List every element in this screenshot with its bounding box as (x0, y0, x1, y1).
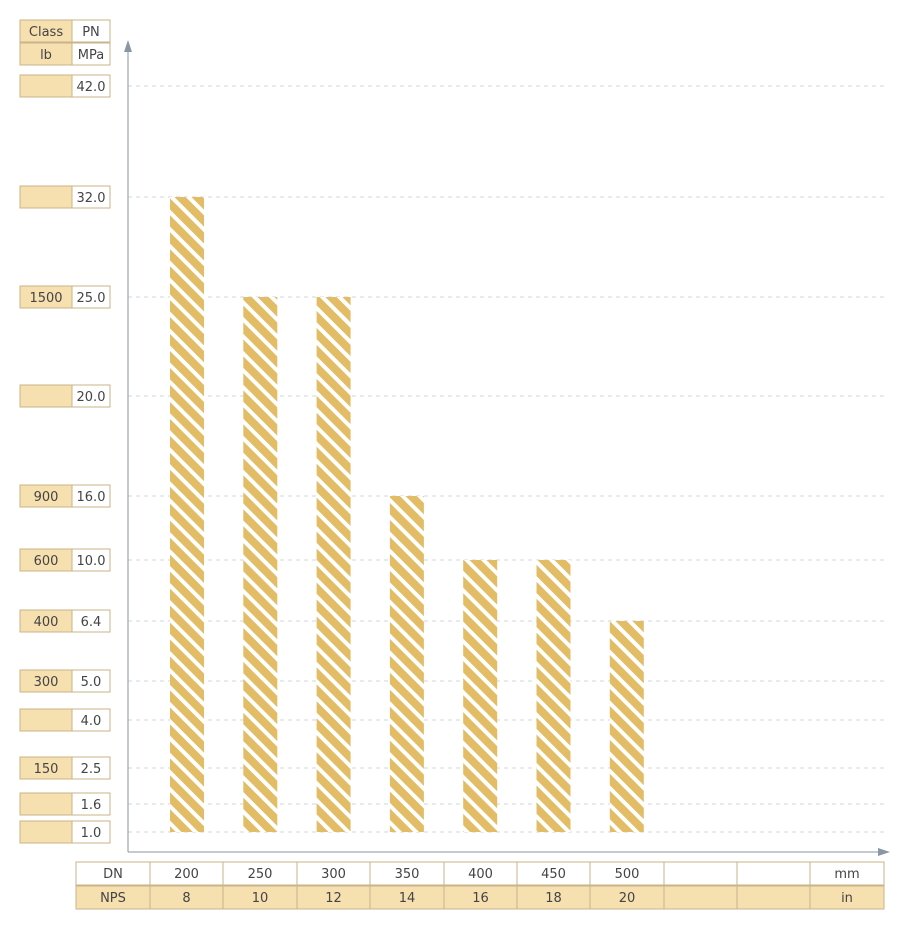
pn-header-label: PN (82, 25, 100, 40)
pn-cell (71, 669, 111, 693)
pn-cell (71, 185, 111, 209)
nps-value: 12 (325, 891, 342, 906)
class-label: 600 (34, 554, 59, 569)
class-label: 1500 (29, 291, 62, 306)
class-cell (19, 820, 73, 844)
bars (170, 197, 644, 832)
pn-label: 1.0 (81, 826, 102, 841)
class-label: 150 (34, 762, 59, 777)
dn-cell (663, 861, 738, 886)
pn-label: 6.4 (81, 615, 102, 630)
pn-label: 2.5 (81, 762, 102, 777)
bar-350 (389, 496, 424, 832)
class-header-label: Class (29, 25, 63, 40)
bar-300 (316, 297, 351, 832)
nps-cell (809, 885, 885, 910)
pn-label: 42.0 (77, 80, 106, 95)
nps-cell (736, 885, 811, 910)
y-axis-arrow-icon (124, 40, 132, 52)
nps-header-label: NPS (100, 891, 126, 906)
class-cell (19, 185, 73, 209)
x-axis-arrow-icon (878, 848, 890, 856)
class-cell (19, 792, 73, 816)
y-axis-labels: 42.0 32.0 1500 25.0 20.0 900 16.0 600 10.0 400 6.4… (19, 74, 111, 844)
dn-cell (809, 861, 885, 886)
dn-cell (736, 861, 811, 886)
pn-label: 5.0 (81, 675, 102, 690)
gridlines (128, 85, 884, 833)
pn-cell (71, 609, 111, 633)
class-cell (19, 384, 73, 408)
bar-400 (463, 560, 498, 832)
nps-value: 18 (545, 891, 562, 906)
bar-200 (170, 197, 204, 832)
pn-cell (71, 285, 111, 309)
nps-unit-label: in (841, 891, 853, 906)
pn-cell (71, 484, 111, 508)
dn-value: 450 (541, 867, 566, 882)
mpa-header-label: MPa (78, 48, 104, 63)
class-label: 900 (34, 490, 59, 505)
pn-header-cell (71, 19, 111, 43)
pn-cell (71, 384, 111, 408)
dn-header-label: DN (103, 867, 123, 882)
nps-value: 20 (619, 891, 636, 906)
pn-cell (71, 708, 111, 732)
y-header: Class PN lb MPa (19, 19, 111, 66)
class-cell (19, 708, 73, 732)
mpa-header-cell (71, 42, 111, 66)
pn-label: 1.6 (81, 798, 102, 813)
bar-450 (536, 560, 571, 832)
pn-label: 10.0 (77, 554, 106, 569)
class-cell (19, 74, 73, 98)
nps-value: 16 (472, 891, 489, 906)
x-table: DN 200 250 300 350 400 450 500 mm NPS 8 10 12 14 16 18 2… (75, 861, 885, 910)
axes (124, 40, 890, 856)
dn-unit-label: mm (834, 867, 859, 882)
pn-cell (71, 820, 111, 844)
class-label: 300 (34, 675, 59, 690)
pn-label: 4.0 (81, 714, 102, 729)
nps-cell (663, 885, 738, 910)
dn-value: 200 (174, 867, 199, 882)
pn-cell (71, 74, 111, 98)
bar-500 (609, 621, 644, 832)
dn-value: 350 (395, 867, 420, 882)
nps-value: 8 (182, 891, 190, 906)
pn-label: 25.0 (77, 291, 106, 306)
lb-header-label: lb (40, 48, 52, 63)
pn-cell (71, 756, 111, 780)
pn-cell (71, 548, 111, 572)
pn-label: 20.0 (77, 390, 106, 405)
pn-label: 16.0 (77, 490, 106, 505)
dn-value: 400 (468, 867, 493, 882)
pn-label: 32.0 (77, 191, 106, 206)
dn-value: 500 (615, 867, 640, 882)
bar-250 (243, 297, 278, 832)
dn-value: 300 (321, 867, 346, 882)
nps-value: 14 (399, 891, 416, 906)
pn-cell (71, 792, 111, 816)
class-label: 400 (34, 615, 59, 630)
nps-value: 10 (252, 891, 269, 906)
dn-value: 250 (248, 867, 273, 882)
